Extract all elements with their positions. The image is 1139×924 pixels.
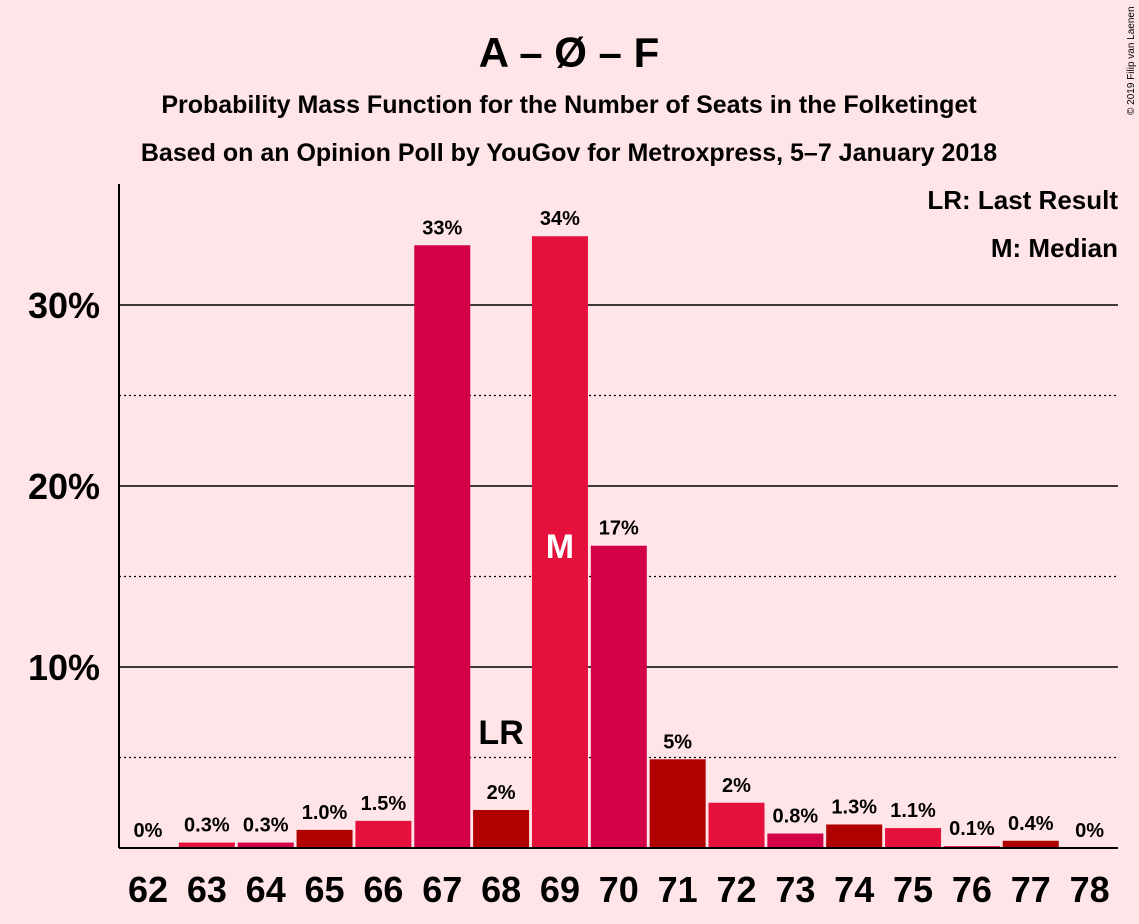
- data-label-62: 0%: [134, 820, 163, 842]
- x-tick-63: 63: [187, 869, 227, 910]
- chart-title: A – Ø – F: [479, 29, 660, 76]
- markers: LR M: [478, 528, 574, 752]
- bar-73: [767, 833, 824, 848]
- data-label-71: 5%: [663, 731, 692, 753]
- chart-subtitle-1: Probability Mass Function for the Number…: [161, 91, 977, 119]
- bar-71: [649, 759, 706, 848]
- x-tick-77: 77: [1011, 869, 1051, 910]
- data-label-77: 0.4%: [1008, 813, 1054, 835]
- y-tick-20: 20%: [28, 466, 100, 507]
- bar-75: [885, 828, 942, 848]
- x-tick-64: 64: [246, 869, 286, 910]
- data-label-78: 0%: [1075, 820, 1104, 842]
- bar-65: [296, 829, 353, 848]
- bar-77: [1002, 840, 1059, 848]
- x-tick-65: 65: [305, 869, 345, 910]
- bar-64: [237, 842, 294, 848]
- x-tick-66: 66: [363, 869, 403, 910]
- data-label-70: 17%: [599, 518, 639, 540]
- x-tick-67: 67: [422, 869, 462, 910]
- last-result-marker: LR: [478, 714, 523, 752]
- data-label-65: 1.0%: [302, 802, 348, 824]
- x-tick-73: 73: [775, 869, 815, 910]
- x-tick-74: 74: [834, 869, 874, 910]
- data-label-68: 2%: [487, 782, 516, 804]
- x-tick-62: 62: [128, 869, 168, 910]
- bar-70: [590, 545, 647, 848]
- copyright-text: © 2019 Filip van Laenen: [1126, 6, 1137, 115]
- data-label-63: 0.3%: [184, 815, 230, 837]
- y-axis: 10% 20% 30%: [28, 184, 1118, 849]
- x-tick-68: 68: [481, 869, 521, 910]
- y-tick-30: 30%: [28, 285, 100, 326]
- x-tick-70: 70: [599, 869, 639, 910]
- data-label-69: 34%: [540, 208, 580, 230]
- x-tick-72: 72: [716, 869, 756, 910]
- data-label-72: 2%: [722, 775, 751, 797]
- legend-last-result: LR: Last Result: [927, 185, 1118, 215]
- bar-63: [178, 842, 235, 848]
- bar-68: [473, 809, 530, 848]
- x-tick-75: 75: [893, 869, 933, 910]
- x-tick-76: 76: [952, 869, 992, 910]
- x-axis: 62 63 64 65 66 67 68 69 70 71 72 73 74 75 76 77 78: [128, 869, 1110, 910]
- data-label-64: 0.3%: [243, 815, 289, 837]
- y-tick-10: 10%: [28, 647, 100, 688]
- x-tick-71: 71: [658, 869, 698, 910]
- bar-67: [414, 245, 471, 848]
- x-tick-69: 69: [540, 869, 580, 910]
- legend-median: M: Median: [991, 233, 1118, 263]
- data-label-76: 0.1%: [949, 818, 995, 840]
- bar-66: [355, 820, 412, 848]
- bars: [178, 236, 1059, 849]
- x-tick-78: 78: [1070, 869, 1110, 910]
- data-label-73: 0.8%: [773, 806, 819, 828]
- data-label-67: 33%: [422, 217, 462, 239]
- data-label-75: 1.1%: [890, 800, 936, 822]
- data-label-66: 1.5%: [361, 793, 407, 815]
- data-label-74: 1.3%: [831, 796, 877, 818]
- data-labels: 0% 0.3% 0.3% 1.0% 1.5% 33% 2% 34% 17% 5% 2% 0.8% 1.3…: [134, 208, 1105, 842]
- bar-72: [708, 802, 765, 848]
- bar-74: [826, 824, 883, 848]
- bar-69: [531, 236, 588, 849]
- median-marker: M: [546, 528, 574, 566]
- grid-lines: [119, 304, 1118, 759]
- chart-subtitle-2: Based on an Opinion Poll by YouGov for M…: [141, 139, 997, 167]
